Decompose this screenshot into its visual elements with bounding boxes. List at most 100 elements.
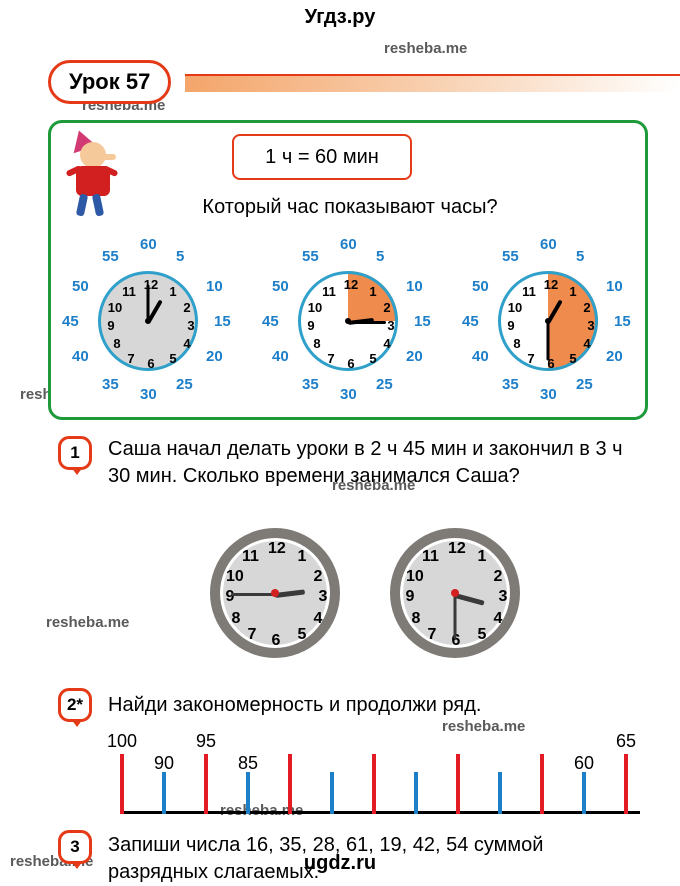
- clock-number: 11: [242, 548, 258, 566]
- clock-number: 6: [543, 356, 559, 371]
- minute-ring-label: 5: [176, 248, 184, 265]
- minute-ring-label: 30: [340, 386, 357, 403]
- watermark: resheba.me: [442, 718, 525, 735]
- numline-label: 90: [154, 753, 174, 774]
- minute-ring-label: 35: [502, 376, 519, 393]
- minute-ring-label: 50: [272, 278, 289, 295]
- clock-number: 7: [323, 351, 339, 366]
- clock-number: 2: [379, 300, 395, 315]
- clock-number: 5: [365, 351, 381, 366]
- number-line-axis: [120, 811, 640, 814]
- clock-number: 2: [579, 300, 595, 315]
- minute-ring-label: 45: [62, 313, 79, 330]
- clock-number: 10: [226, 568, 242, 586]
- clock-number: 4: [179, 336, 195, 351]
- numline-tick: [540, 754, 544, 814]
- clock-number: 11: [121, 284, 137, 299]
- clock-number: 7: [523, 351, 539, 366]
- minute-ring-label: 30: [540, 386, 557, 403]
- numline-tick: [582, 772, 586, 814]
- clock-number: 4: [379, 336, 395, 351]
- numline-tick: [330, 772, 334, 814]
- minute-ring-label: 50: [472, 278, 489, 295]
- clock-number: 4: [490, 610, 506, 628]
- numline-label: 100: [107, 731, 137, 752]
- clock-number: 5: [474, 626, 490, 644]
- minute-ring-label: 55: [302, 248, 319, 265]
- clock-number: 8: [228, 610, 244, 628]
- clock-number: 5: [165, 351, 181, 366]
- numline-tick: [288, 754, 292, 814]
- clock-number: 12: [143, 277, 159, 292]
- minute-hand: [348, 321, 386, 324]
- clock-number: 6: [268, 632, 284, 650]
- clock-number: 5: [294, 626, 310, 644]
- clock-number: 12: [268, 540, 284, 558]
- minute-ring-label: 50: [72, 278, 89, 295]
- clock-number: 12: [448, 540, 464, 558]
- clock-number: 3: [315, 588, 331, 606]
- number-line: 1009095856065: [120, 740, 640, 820]
- minute-ring-label: 45: [462, 313, 479, 330]
- clock-number: 8: [309, 336, 325, 351]
- task2-text: Найди закономерность и продолжи ряд.: [108, 692, 638, 719]
- minute-ring-label: 30: [140, 386, 157, 403]
- minute-ring-label: 15: [214, 313, 231, 330]
- clock-number: 6: [143, 356, 159, 371]
- minute-hand: [147, 285, 150, 323]
- clock-number: 8: [509, 336, 525, 351]
- clock-number: 1: [294, 548, 310, 566]
- task-badge-2: 2*: [58, 688, 92, 722]
- clock-face: 121234567891011: [498, 271, 598, 371]
- labeled-clock: 60510152025303540455055121234567891011: [58, 236, 238, 406]
- clock-number: 9: [303, 318, 319, 333]
- numline-tick: [162, 772, 166, 814]
- clock-number: 11: [422, 548, 438, 566]
- clock-number: 12: [543, 277, 559, 292]
- numline-tick: [624, 754, 628, 814]
- minute-ring-label: 60: [540, 236, 557, 253]
- hour-hand: [275, 589, 305, 598]
- labeled-clock: 60510152025303540455055121234567891011: [458, 236, 638, 406]
- clock-number: 9: [503, 318, 519, 333]
- task-badge-3: 3: [58, 830, 92, 864]
- clock-number: 2: [179, 300, 195, 315]
- numline-label: 60: [574, 753, 594, 774]
- minute-hand: [547, 323, 550, 361]
- clock-number: 2: [310, 568, 326, 586]
- clock-number: 1: [165, 284, 181, 299]
- clock-pin-icon: [271, 589, 279, 597]
- clock-number: 7: [424, 626, 440, 644]
- clock-number: 10: [406, 568, 422, 586]
- clock-number: 6: [343, 356, 359, 371]
- task3-text: Запиши числа 16, 35, 28, 61, 19, 42, 54 …: [108, 832, 638, 886]
- minute-ring-label: 25: [576, 376, 593, 393]
- numline-tick: [414, 772, 418, 814]
- minute-ring-label: 25: [376, 376, 393, 393]
- minute-ring-label: 20: [606, 348, 623, 365]
- minute-ring-label: 5: [376, 248, 384, 265]
- minute-ring-label: 20: [406, 348, 423, 365]
- clock-number: 7: [123, 351, 139, 366]
- clock-number: 1: [565, 284, 581, 299]
- clock-number: 8: [408, 610, 424, 628]
- minute-hand: [454, 595, 457, 639]
- clock-number: 1: [474, 548, 490, 566]
- plain-clock: 121234567891011: [390, 528, 520, 658]
- clock-number: 10: [507, 300, 523, 315]
- numline-label: 95: [196, 731, 216, 752]
- plain-clock: 121234567891011: [210, 528, 340, 658]
- clock-number: 4: [579, 336, 595, 351]
- clock-number: 9: [103, 318, 119, 333]
- lesson-chip: Урок 57: [48, 60, 171, 104]
- clock-number: 3: [583, 318, 599, 333]
- watermark: resheba.me: [384, 40, 467, 57]
- minute-ring-label: 40: [72, 348, 89, 365]
- site-header-top: Угдз.ру: [0, 6, 680, 29]
- clock-number: 3: [183, 318, 199, 333]
- numline-tick: [120, 754, 124, 814]
- minute-hand: [231, 593, 275, 596]
- minute-ring-label: 60: [340, 236, 357, 253]
- mascot-icon: [60, 132, 126, 222]
- numline-label: 65: [616, 731, 636, 752]
